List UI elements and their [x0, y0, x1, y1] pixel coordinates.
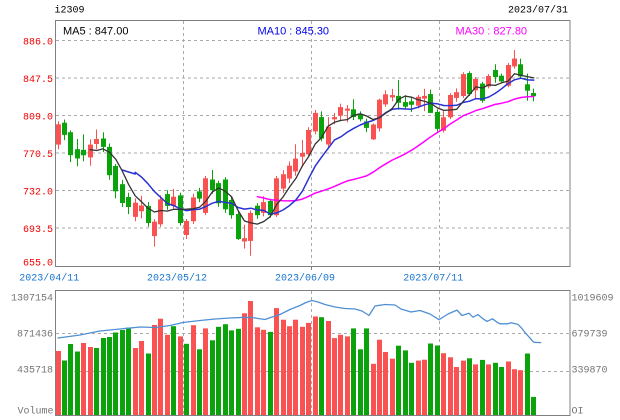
- svg-text:2023/07/11: 2023/07/11: [403, 273, 463, 285]
- svg-text:339870: 339870: [572, 366, 608, 377]
- svg-text:Volume: Volume: [17, 405, 53, 417]
- svg-text:i2309: i2309: [55, 5, 85, 17]
- svg-text:679739: 679739: [572, 330, 608, 341]
- svg-text:1307154: 1307154: [11, 294, 53, 305]
- svg-text:655.0: 655.0: [23, 259, 53, 270]
- svg-text:MA10 : 845.30: MA10 : 845.30: [258, 26, 330, 38]
- svg-text:1019609: 1019609: [572, 294, 614, 305]
- svg-text:MA30 : 827.80: MA30 : 827.80: [456, 26, 528, 38]
- svg-text:693.5: 693.5: [23, 225, 53, 236]
- svg-text:2023/06/09: 2023/06/09: [275, 273, 335, 285]
- svg-text:732.0: 732.0: [23, 188, 53, 199]
- svg-text:871436: 871436: [17, 330, 53, 341]
- svg-text:OI: OI: [572, 406, 584, 417]
- svg-text:886.0: 886.0: [23, 38, 53, 49]
- svg-text:809.0: 809.0: [23, 113, 53, 124]
- svg-text:2023/05/12: 2023/05/12: [147, 273, 207, 285]
- svg-text:435718: 435718: [17, 366, 53, 377]
- svg-text:770.5: 770.5: [23, 150, 53, 161]
- svg-text:2023/04/11: 2023/04/11: [19, 273, 79, 285]
- svg-text:MA5 : 847.00: MA5 : 847.00: [63, 26, 128, 38]
- svg-text:847.5: 847.5: [23, 75, 53, 86]
- svg-text:2023/07/31: 2023/07/31: [508, 5, 568, 17]
